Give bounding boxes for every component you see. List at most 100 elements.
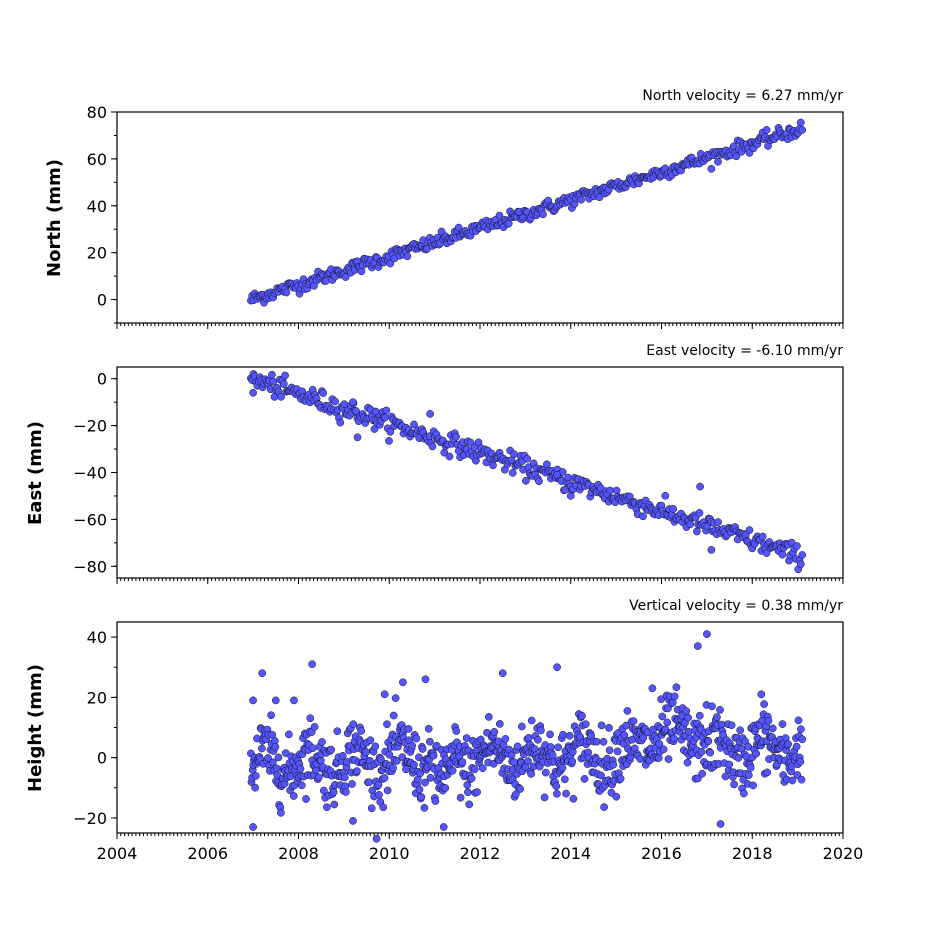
north-panel: North velocity = 6.27 mm/yr North (mm) 0… (44, 88, 844, 329)
height-outlier-point (349, 817, 357, 825)
height-data-point (672, 683, 681, 692)
height-data-point (612, 792, 621, 801)
north-data-point (282, 288, 291, 297)
height-data-point (725, 760, 734, 769)
height-data-point (308, 744, 317, 752)
east-outlier-point (696, 482, 704, 491)
height-x-tick-label: 2010 (369, 844, 410, 863)
east-outlier-point (249, 388, 257, 397)
height-data-point (706, 748, 715, 757)
height-data-point (560, 775, 569, 784)
height-data-point (416, 769, 424, 778)
height-outlier-point (716, 820, 725, 828)
height-data-point (559, 730, 567, 739)
height-data-point (367, 804, 376, 813)
height-data-point (264, 754, 272, 762)
height-outlier-point (249, 696, 257, 705)
height-data-point (441, 784, 450, 792)
height-data-point (470, 765, 479, 774)
height-data-point (527, 770, 535, 778)
height-data-point (274, 753, 283, 762)
north-data-point (495, 211, 504, 220)
north-data-point (539, 210, 547, 219)
height-data-point (730, 780, 738, 789)
east-data-point (661, 491, 670, 500)
east-data-point (639, 512, 647, 521)
height-data-point (511, 790, 520, 799)
height-data-point (537, 726, 545, 735)
height-data-point (379, 803, 388, 812)
east-data-point (606, 486, 614, 495)
height-data-point (792, 742, 801, 751)
height-data-point (408, 741, 416, 750)
height-x-tick-label: 2016 (641, 844, 682, 863)
north-points (247, 118, 807, 307)
east-data-point (758, 532, 767, 541)
height-y-tick-label: 0 (97, 749, 107, 768)
height-data-point (541, 768, 550, 777)
height-x-tick-label: 2008 (278, 844, 319, 863)
height-data-point (513, 742, 522, 751)
height-data-point (365, 778, 374, 787)
east-data-point (489, 461, 497, 470)
height-data-point (654, 754, 663, 762)
height-x-tick-label: 2018 (732, 844, 773, 863)
east-data-point (693, 527, 701, 536)
height-data-point (426, 737, 434, 746)
height-data-point (432, 741, 441, 750)
north-y-tick-label: 20 (87, 244, 107, 263)
east-plot-frame (116, 366, 844, 579)
height-data-point (271, 743, 280, 751)
height-data-point (415, 785, 424, 794)
height-x-tick-label: 2004 (97, 844, 138, 863)
height-data-point (285, 730, 293, 739)
height-data-point (784, 740, 792, 748)
height-data-point (302, 795, 310, 803)
height-data-point (267, 711, 275, 720)
height-points (247, 630, 807, 843)
height-data-point (578, 711, 586, 720)
height-data-point (412, 734, 421, 743)
height-data-point (501, 735, 510, 743)
height-data-point (366, 736, 375, 745)
height-outlier-point (439, 823, 448, 831)
east-data-point (669, 505, 678, 513)
height-data-point (708, 702, 716, 711)
height-data-point (315, 773, 323, 782)
height-data-point (377, 755, 385, 763)
height-data-point (389, 764, 397, 772)
east-data-point (452, 432, 460, 441)
height-data-point (473, 788, 481, 796)
height-data-point (426, 773, 435, 782)
height-data-point (316, 756, 325, 765)
height-y-tick-label: 40 (87, 628, 107, 647)
height-data-point (597, 771, 605, 780)
height-x-tick-label: 2012 (460, 844, 501, 863)
height-data-point (374, 781, 383, 789)
north-data-point (796, 118, 805, 127)
height-data-point (348, 780, 356, 788)
east-data-point (319, 389, 328, 397)
height-data-point (333, 727, 342, 736)
east-data-point (428, 442, 437, 451)
height-outlier-point (399, 678, 407, 687)
east-y-tick-label: −20 (73, 417, 107, 436)
height-data-point (458, 758, 467, 766)
height-data-point (684, 713, 692, 722)
height-data-point (746, 763, 755, 772)
height-data-point (554, 743, 562, 752)
north-data-point (707, 164, 716, 173)
east-data-point (508, 469, 517, 477)
height-data-point (716, 706, 724, 714)
east-data-point (445, 452, 454, 461)
height-data-point (622, 721, 631, 730)
height-data-point (744, 771, 753, 779)
height-data-point (310, 723, 319, 731)
height-data-point (456, 793, 465, 802)
height-y-tick-label: 20 (87, 688, 107, 707)
height-data-point (727, 721, 736, 730)
height-x-tick-label: 2006 (187, 844, 228, 863)
height-data-point (658, 712, 667, 721)
height-data-point (296, 764, 305, 773)
height-data-point (495, 720, 504, 728)
